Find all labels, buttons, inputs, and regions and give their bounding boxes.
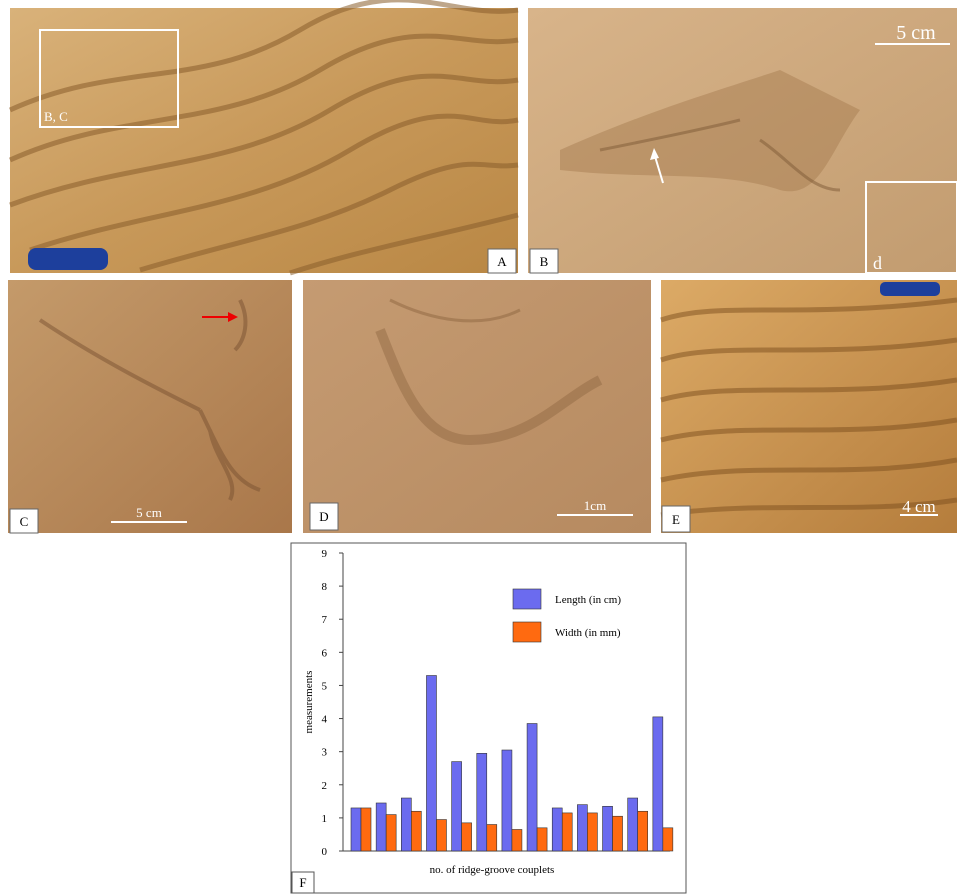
bar	[587, 813, 597, 851]
y-tick-label: 6	[322, 647, 328, 659]
figure: B, C A 5 cm d B 5 cm C	[0, 0, 957, 894]
y-tick-label: 8	[322, 581, 328, 593]
photo-d: 1cm D	[303, 280, 651, 533]
bar	[512, 829, 522, 851]
panel-label: E	[672, 512, 680, 527]
photo-b: 5 cm d B	[528, 8, 957, 273]
panel-label: B	[540, 254, 549, 269]
bar	[502, 750, 512, 851]
bar	[361, 808, 371, 851]
bar	[663, 828, 673, 851]
bar	[487, 825, 497, 851]
bar	[613, 816, 623, 851]
bar	[401, 798, 411, 851]
bar	[351, 808, 361, 851]
bar	[552, 808, 562, 851]
legend-label: Width (in mm)	[555, 627, 621, 639]
bar	[653, 717, 663, 851]
photo-a: B, C A	[10, 0, 518, 273]
bar	[477, 753, 487, 851]
y-tick-label: 2	[322, 780, 328, 792]
y-tick-label: 4	[322, 714, 328, 726]
legend-label: Length (in cm)	[555, 594, 621, 606]
bar	[376, 803, 386, 851]
y-tick-label: 3	[322, 747, 328, 759]
bar	[577, 805, 587, 851]
legend-swatch	[513, 589, 541, 609]
panel-label: F	[299, 875, 306, 890]
y-tick-label: 0	[322, 846, 328, 858]
bar	[603, 806, 613, 851]
bar	[462, 823, 472, 851]
inset-label: d	[873, 253, 882, 273]
bar	[452, 762, 462, 851]
panel-label: D	[319, 509, 328, 524]
photo-e: 4 cm E	[661, 280, 957, 533]
inset-label: B, C	[44, 109, 68, 124]
scale-label: 5 cm	[896, 22, 936, 44]
legend-swatch	[513, 622, 541, 642]
bar	[426, 676, 436, 851]
bar	[386, 815, 396, 851]
bar	[638, 811, 648, 851]
y-tick-label: 7	[322, 614, 328, 626]
scale-label: 5 cm	[136, 505, 162, 520]
bar	[411, 811, 421, 851]
scale-label: 4 cm	[902, 497, 936, 516]
y-tick-label: 1	[322, 813, 328, 825]
y-tick-label: 5	[322, 680, 328, 692]
y-axis-label: measurements	[303, 671, 315, 734]
bar	[537, 828, 547, 851]
bar	[562, 813, 572, 851]
bar	[527, 724, 537, 851]
scale-label: 1cm	[584, 498, 606, 513]
bar	[628, 798, 638, 851]
x-axis-label: no. of ridge-groove couplets	[430, 864, 555, 876]
bar	[436, 820, 446, 851]
panel-label: A	[497, 254, 507, 269]
y-tick-label: 9	[322, 548, 328, 560]
panel-label: C	[20, 514, 29, 529]
photo-c: 5 cm C	[8, 280, 292, 533]
figure-canvas: B, C A 5 cm d B 5 cm C	[0, 0, 957, 894]
